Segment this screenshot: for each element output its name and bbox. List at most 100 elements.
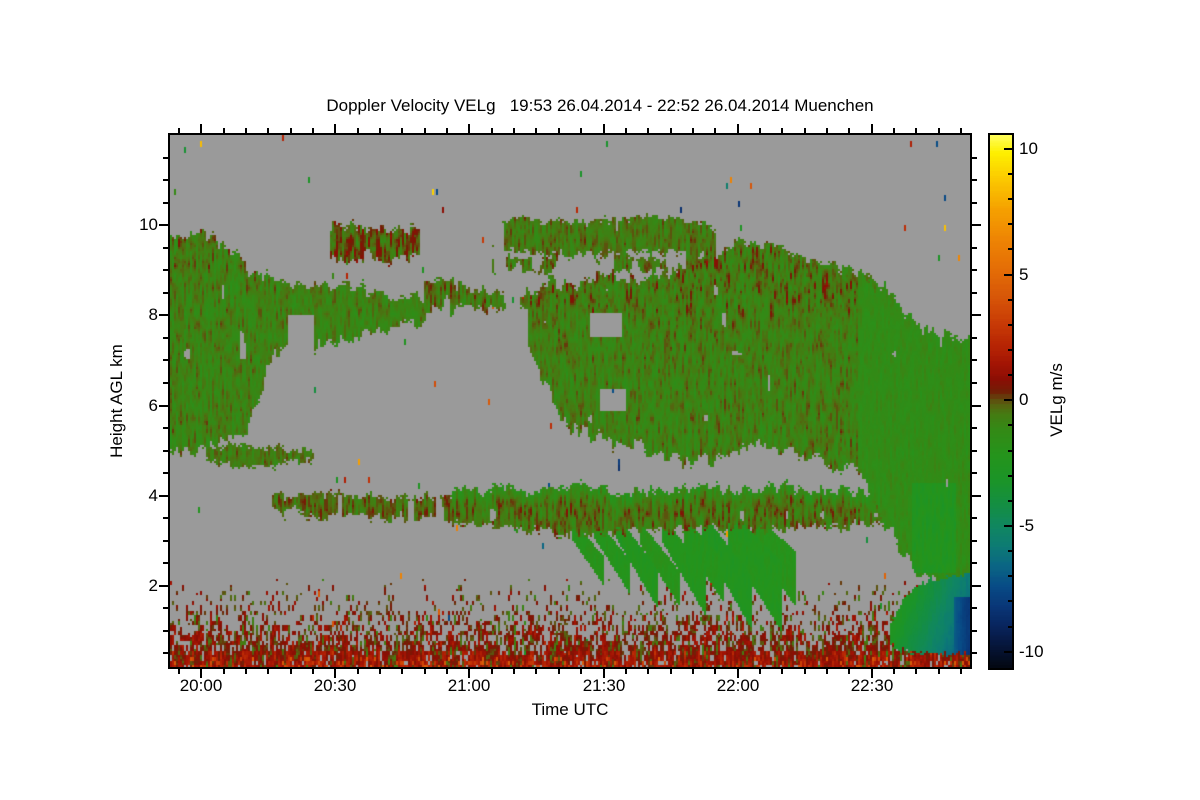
y-axis-tick <box>163 607 168 609</box>
x-axis-tick <box>245 669 247 674</box>
y-axis-tick <box>972 562 977 564</box>
y-axis-tick <box>972 359 977 361</box>
y-axis-tick <box>159 405 168 407</box>
x-axis-tick <box>625 669 627 674</box>
x-axis-tick <box>938 128 940 133</box>
y-axis-tick <box>972 450 977 452</box>
y-axis-tick <box>972 224 981 226</box>
colorbar-tick <box>1008 324 1012 326</box>
y-axis-tick <box>972 292 977 294</box>
y-axis-tick <box>972 337 977 339</box>
x-axis-tick <box>290 128 292 133</box>
y-axis-tick <box>972 472 977 474</box>
y-axis-tick <box>163 540 168 542</box>
x-axis-tick-label: 21:30 <box>582 676 626 695</box>
y-axis-tick <box>972 630 977 632</box>
colorbar-tick <box>1008 575 1012 577</box>
plot-area-frame <box>168 133 972 669</box>
x-axis-tick <box>513 669 515 674</box>
x-axis-tick <box>424 128 426 133</box>
x-axis-tick <box>200 669 202 678</box>
x-axis-tick <box>267 128 269 133</box>
x-axis-tick <box>737 124 739 133</box>
y-axis-tick <box>163 202 168 204</box>
x-axis-tick <box>670 669 672 674</box>
y-axis-tick <box>972 269 977 271</box>
x-axis-tick <box>245 128 247 133</box>
x-axis-tick <box>558 669 560 674</box>
x-axis-tick <box>781 128 783 133</box>
x-axis-tick <box>759 669 761 674</box>
colorbar-tick-label: 5 <box>1019 265 1029 284</box>
x-axis-tick <box>692 128 694 133</box>
colorbar-tick <box>1008 349 1012 351</box>
x-axis-tick <box>960 128 962 133</box>
x-axis-tick <box>491 669 493 674</box>
colorbar-tick <box>1004 399 1012 401</box>
y-axis-tick <box>972 157 977 159</box>
x-axis-tick <box>580 669 582 674</box>
x-axis-tick <box>647 669 649 674</box>
colorbar-tick <box>1004 525 1012 527</box>
y-axis-tick <box>163 157 168 159</box>
y-axis-tick <box>972 585 981 587</box>
y-axis-tick-label: 8 <box>148 305 158 324</box>
x-axis-tick <box>804 669 806 674</box>
y-axis-tick <box>163 630 168 632</box>
y-axis-tick <box>163 652 168 654</box>
x-axis-tick <box>938 669 940 674</box>
x-axis-tick <box>647 128 649 133</box>
y-axis-tick <box>972 607 977 609</box>
y-axis-tick <box>159 314 168 316</box>
x-axis-tick <box>603 669 605 678</box>
x-axis-tick <box>334 669 336 678</box>
y-axis-tick <box>972 382 977 384</box>
colorbar-tick-label: 0 <box>1019 390 1029 409</box>
colorbar-tick <box>1008 450 1012 452</box>
colorbar-tick <box>1008 248 1012 250</box>
x-axis-tick <box>379 128 381 133</box>
colorbar-tick <box>1008 173 1012 175</box>
x-axis-tick <box>781 669 783 674</box>
colorbar-tick <box>1008 374 1012 376</box>
y-axis-tick <box>163 359 168 361</box>
y-axis-tick <box>972 652 977 654</box>
colorbar-tick <box>1008 424 1012 426</box>
chart-title: Doppler Velocity VELg 19:53 26.04.2014 -… <box>326 96 874 115</box>
x-axis-tick <box>737 669 739 678</box>
y-axis-tick <box>163 562 168 564</box>
x-axis-tick <box>848 128 850 133</box>
colorbar-tick <box>1008 500 1012 502</box>
x-axis-tick <box>915 128 917 133</box>
colorbar-tick <box>1008 600 1012 602</box>
y-axis-tick <box>972 314 981 316</box>
x-axis-tick <box>826 669 828 674</box>
y-axis-tick <box>159 495 168 497</box>
y-axis-tick <box>972 427 977 429</box>
y-axis-tick-label: 10 <box>139 215 158 234</box>
y-axis-tick <box>163 247 168 249</box>
x-axis-tick <box>223 128 225 133</box>
colorbar-tick <box>1004 148 1012 150</box>
colorbar-title: VELg m/s <box>1047 363 1066 437</box>
x-axis-tick <box>714 128 716 133</box>
x-axis-tick <box>401 128 403 133</box>
y-axis-tick <box>163 427 168 429</box>
y-axis-tick <box>972 202 977 204</box>
y-axis-tick <box>163 517 168 519</box>
velocity-heatmap-canvas <box>170 135 970 667</box>
x-axis-tick <box>178 128 180 133</box>
y-axis-tick <box>163 269 168 271</box>
y-axis-tick <box>159 224 168 226</box>
x-axis-tick <box>468 669 470 678</box>
y-axis-tick <box>972 540 977 542</box>
x-axis-tick <box>915 669 917 674</box>
y-axis-tick <box>163 472 168 474</box>
x-axis-tick <box>446 669 448 674</box>
x-axis-tick <box>290 669 292 674</box>
x-axis-tick <box>401 669 403 674</box>
y-axis-tick <box>163 450 168 452</box>
colorbar-tick-label: -5 <box>1019 516 1035 535</box>
x-axis-tick <box>446 128 448 133</box>
x-axis-tick <box>535 128 537 133</box>
